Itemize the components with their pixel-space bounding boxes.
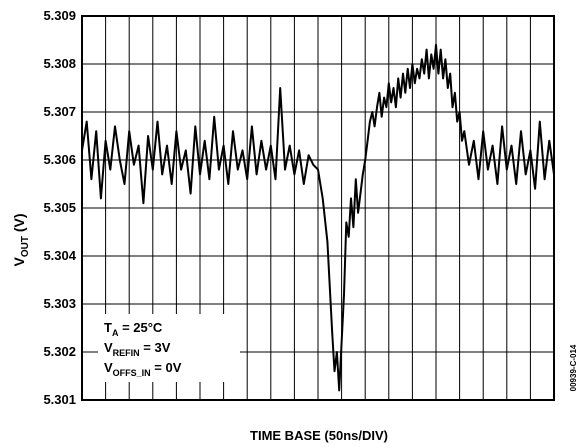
y-tick-label: 5.301 (43, 392, 76, 407)
annotation-line-2-main: V (104, 340, 113, 355)
annotation-line-1-subscript: A (112, 328, 119, 338)
annotation-box: TA = 25°C VREFIN = 3V VOFFS_IN = 0V (98, 314, 240, 382)
y-tick-label: 5.309 (43, 8, 76, 23)
y-tick-label: 5.302 (43, 344, 76, 359)
annotation-line-3: VOFFS_IN = 0V (104, 360, 182, 378)
annotation-line-2: VREFIN = 3V (104, 340, 171, 358)
y-tick-label: 5.308 (43, 56, 76, 71)
annotation-line-1-value: = 25°C (118, 320, 162, 335)
y-tick-label: 5.306 (43, 152, 76, 167)
y-axis-label: VOUT (V) (11, 213, 31, 266)
annotation-line-2-subscript: REFIN (113, 348, 140, 358)
y-axis-label-main: V (11, 257, 27, 267)
series-line (81, 43, 555, 392)
annotation-background (98, 314, 240, 382)
plot-frame (81, 15, 555, 401)
annotation-line-1: TA = 25°C (104, 320, 163, 338)
annotation-line-1-main: T (104, 320, 112, 335)
y-tick-label: 5.304 (43, 248, 76, 263)
annotation-line-2-value: = 3V (140, 340, 171, 355)
annotation-line-3-main: V (104, 360, 113, 375)
y-tick-label: 5.307 (43, 104, 76, 119)
y-tick-label: 5.305 (43, 200, 76, 215)
x-axis-label: TIME BASE (50ns/DIV) (250, 428, 388, 443)
annotation-line-3-value: = 0V (151, 360, 182, 375)
annotation-line-3-subscript: OFFS_IN (113, 368, 151, 378)
figure-id: 00939-C-014 (569, 344, 578, 391)
y-axis-label-units: (V) (11, 213, 27, 236)
y-axis-ticks: 5.309 5.308 5.307 5.306 5.305 5.304 5.303 5.302… (43, 8, 76, 407)
y-tick-label: 5.303 (43, 296, 76, 311)
y-axis-label-subscript: OUT (20, 236, 31, 257)
